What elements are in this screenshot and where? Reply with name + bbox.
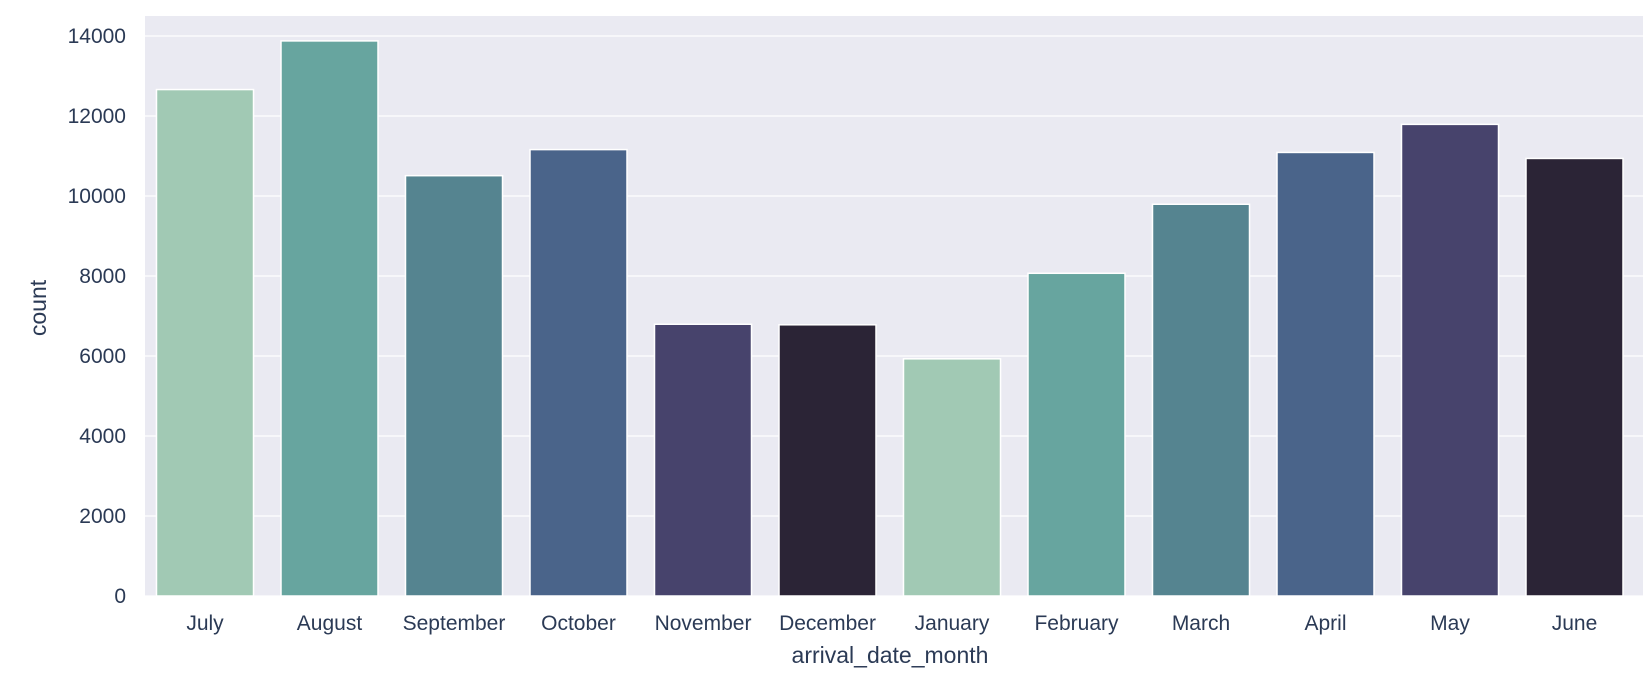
y-axis-label: count	[25, 279, 51, 336]
bars	[155, 40, 1624, 597]
x-tick-label-april: April	[1304, 612, 1346, 635]
y-tick-label: 6000	[79, 345, 126, 368]
plot-area	[145, 16, 1643, 596]
x-tick-label-september: September	[403, 612, 506, 635]
bar-november	[653, 323, 753, 597]
bar-july	[155, 88, 255, 597]
bar-december	[778, 324, 877, 597]
bar-february	[1027, 272, 1126, 597]
gridlines	[145, 35, 1643, 597]
bar-august	[280, 40, 379, 597]
x-tick-label-october: October	[541, 612, 616, 635]
x-axis-ticks: July August September October November Decemb…	[186, 612, 1597, 635]
y-tick-label: 0	[114, 585, 126, 608]
y-tick-label: 12000	[68, 105, 126, 128]
x-tick-label-august: August	[297, 612, 363, 635]
bar-january	[902, 358, 1002, 597]
x-tick-label-february: February	[1034, 612, 1119, 635]
bar-march	[1151, 203, 1251, 597]
bar-april	[1276, 151, 1375, 597]
x-tick-label-march: March	[1172, 612, 1230, 635]
y-tick-label: 10000	[68, 185, 126, 208]
y-tick-label: 14000	[68, 25, 126, 48]
bar-september	[404, 174, 504, 597]
x-tick-label-june: June	[1552, 612, 1598, 635]
x-axis-label: arrival_date_month	[792, 642, 989, 668]
y-tick-label: 8000	[79, 265, 126, 288]
y-tick-label: 4000	[79, 425, 126, 448]
x-tick-label-december: December	[779, 612, 876, 635]
y-tick-label: 2000	[79, 505, 126, 528]
x-tick-label-july: July	[186, 612, 224, 635]
bar-october	[529, 148, 628, 597]
x-tick-label-november: November	[655, 612, 752, 635]
x-tick-label-january: January	[915, 612, 990, 635]
bar-may	[1400, 123, 1500, 597]
x-tick-label-may: May	[1430, 612, 1470, 635]
bar-june	[1525, 157, 1624, 597]
y-axis-ticks: 0 2000 4000 6000 8000 10000 12000 14000	[68, 25, 126, 608]
